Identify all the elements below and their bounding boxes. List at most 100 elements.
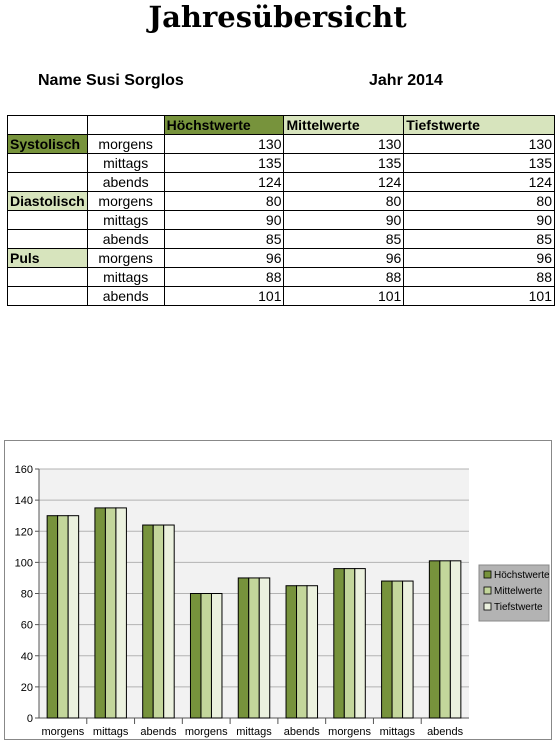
name-label: Name Susi Sorglos xyxy=(38,72,184,89)
value-cell: 130 xyxy=(403,134,555,154)
y-tick-label: 80 xyxy=(21,589,33,601)
value-cell: 80 xyxy=(403,191,555,211)
x-tick-label: abends xyxy=(284,726,321,738)
value-cell: 88 xyxy=(403,267,555,287)
time-cell: abends xyxy=(86,229,165,249)
group-blank-cell xyxy=(7,210,88,230)
bar xyxy=(115,507,127,719)
bar xyxy=(258,577,271,719)
bar xyxy=(402,580,414,719)
bar xyxy=(189,593,202,719)
value-cell: 90 xyxy=(403,210,555,230)
bar xyxy=(210,593,223,719)
legend-label: Höchstwerte xyxy=(494,570,550,581)
bar xyxy=(152,524,165,719)
value-cell: 90 xyxy=(163,210,285,230)
value-cell: 124 xyxy=(283,172,405,192)
bar xyxy=(391,580,404,719)
x-tick-label: abends xyxy=(140,726,177,738)
bar xyxy=(354,568,366,719)
y-tick-label: 100 xyxy=(15,557,33,569)
bar xyxy=(163,524,175,719)
group-label-diastolisch: Diastolisch xyxy=(7,191,88,211)
bar xyxy=(46,515,59,719)
value-cell: 85 xyxy=(163,229,285,249)
values-table: Höchstwerte Mittelwerte Tiefstwerte Syst… xyxy=(7,115,555,306)
page-title: Jahresübersicht xyxy=(148,0,407,34)
header-mittelwerte: Mittelwerte xyxy=(283,115,405,135)
table-row: mittags 135 135 135 xyxy=(7,153,555,173)
value-cell: 85 xyxy=(283,229,405,249)
table-row: abends 85 85 85 xyxy=(7,229,555,249)
time-cell: mittags xyxy=(86,153,165,173)
value-cell: 96 xyxy=(283,248,405,268)
bar xyxy=(306,585,319,719)
bar xyxy=(104,507,117,719)
y-tick-label: 160 xyxy=(15,464,33,476)
table-row: Systolisch morgens 130 130 130 xyxy=(7,134,555,154)
time-cell: morgens xyxy=(86,248,165,268)
value-cell: 101 xyxy=(403,286,555,306)
y-tick-label: 20 xyxy=(21,682,33,694)
x-tick-label: abends xyxy=(427,726,464,738)
value-cell: 101 xyxy=(283,286,405,306)
chart-frame: 0 20 40 60 80 100 120 140 160 morgens mittags abend… xyxy=(4,440,552,740)
bar xyxy=(142,524,154,719)
bar xyxy=(296,585,308,719)
bar xyxy=(343,568,356,719)
group-label-systolisch: Systolisch xyxy=(7,134,88,154)
y-tick-label: 120 xyxy=(15,526,33,538)
x-tick-label: mittags xyxy=(93,726,129,738)
value-cell: 88 xyxy=(163,267,285,287)
table-row: abends 101 101 101 xyxy=(7,286,555,306)
header-tiefstwerte: Tiefstwerte xyxy=(403,115,555,135)
time-cell: abends xyxy=(86,172,165,192)
value-cell: 80 xyxy=(283,191,405,211)
table-row: abends 124 124 124 xyxy=(7,172,555,192)
legend-label: Mittelwerte xyxy=(494,586,543,597)
legend-swatch xyxy=(483,602,492,611)
group-blank-cell xyxy=(7,229,88,249)
bar xyxy=(57,515,69,719)
x-tick-label: mittags xyxy=(380,726,416,738)
value-cell: 96 xyxy=(403,248,555,268)
x-tick-label: morgens xyxy=(185,726,228,738)
bar xyxy=(428,560,441,719)
bar xyxy=(94,507,106,719)
header-blank-cell xyxy=(7,115,88,135)
value-cell: 101 xyxy=(163,286,285,306)
value-cell: 85 xyxy=(403,229,555,249)
table-header-row: Höchstwerte Mittelwerte Tiefstwerte xyxy=(7,115,555,135)
y-tick-label: 0 xyxy=(27,713,33,725)
bar xyxy=(381,580,393,719)
year-label: Jahr 2014 xyxy=(369,72,443,89)
group-blank-cell xyxy=(7,286,88,306)
table-row: mittags 88 88 88 xyxy=(7,267,555,287)
time-cell: mittags xyxy=(86,267,165,287)
x-tick-label: morgens xyxy=(41,726,84,738)
group-blank-cell xyxy=(7,267,88,287)
header-blank-cell xyxy=(86,115,165,135)
y-tick-label: 140 xyxy=(15,495,33,507)
time-cell: morgens xyxy=(86,191,165,211)
value-cell: 80 xyxy=(163,191,285,211)
value-cell: 124 xyxy=(163,172,285,192)
legend-swatch xyxy=(483,586,492,595)
time-cell: morgens xyxy=(86,134,165,154)
bar xyxy=(200,593,212,719)
bar xyxy=(333,568,345,719)
y-tick-label: 40 xyxy=(21,651,33,663)
value-cell: 130 xyxy=(283,134,405,154)
bar xyxy=(449,560,462,719)
bar-chart: 0 20 40 60 80 100 120 140 160 morgens mittags abend… xyxy=(15,464,550,738)
group-blank-cell xyxy=(7,153,88,173)
time-cell: mittags xyxy=(86,210,165,230)
bar xyxy=(67,515,80,719)
legend-swatch xyxy=(483,570,492,579)
value-cell: 135 xyxy=(283,153,405,173)
bar xyxy=(248,577,260,719)
value-cell: 96 xyxy=(163,248,285,268)
table-row: mittags 90 90 90 xyxy=(7,210,555,230)
group-blank-cell xyxy=(7,172,88,192)
table-row: Puls morgens 96 96 96 xyxy=(7,248,555,268)
